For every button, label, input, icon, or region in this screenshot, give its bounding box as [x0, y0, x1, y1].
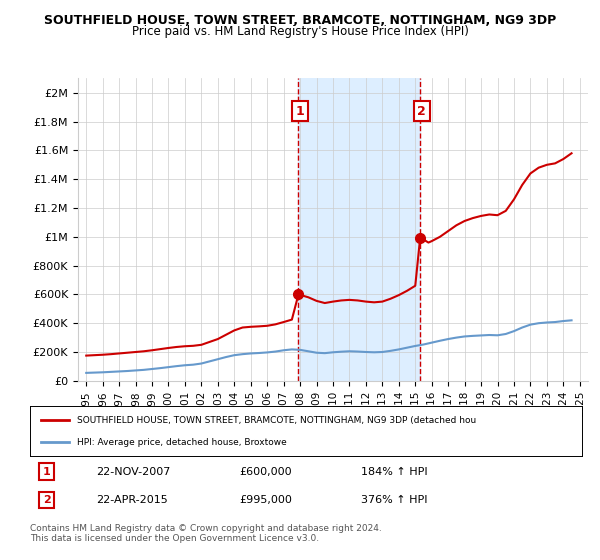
Text: 1: 1 — [43, 466, 50, 477]
Text: SOUTHFIELD HOUSE, TOWN STREET, BRAMCOTE, NOTTINGHAM, NG9 3DP (detached hou: SOUTHFIELD HOUSE, TOWN STREET, BRAMCOTE,… — [77, 416, 476, 424]
Text: 2: 2 — [418, 105, 426, 118]
Text: SOUTHFIELD HOUSE, TOWN STREET, BRAMCOTE, NOTTINGHAM, NG9 3DP: SOUTHFIELD HOUSE, TOWN STREET, BRAMCOTE,… — [44, 14, 556, 27]
Text: 1: 1 — [296, 105, 304, 118]
Text: 376% ↑ HPI: 376% ↑ HPI — [361, 495, 428, 505]
Text: Contains HM Land Registry data © Crown copyright and database right 2024.
This d: Contains HM Land Registry data © Crown c… — [30, 524, 382, 543]
Text: 184% ↑ HPI: 184% ↑ HPI — [361, 466, 428, 477]
Bar — [298, 78, 420, 381]
Text: Price paid vs. HM Land Registry's House Price Index (HPI): Price paid vs. HM Land Registry's House … — [131, 25, 469, 38]
Text: 22-APR-2015: 22-APR-2015 — [96, 495, 168, 505]
Text: 2: 2 — [43, 495, 50, 505]
Text: HPI: Average price, detached house, Broxtowe: HPI: Average price, detached house, Brox… — [77, 438, 287, 447]
Text: 22-NOV-2007: 22-NOV-2007 — [96, 466, 170, 477]
Text: £600,000: £600,000 — [240, 466, 292, 477]
Text: £995,000: £995,000 — [240, 495, 293, 505]
